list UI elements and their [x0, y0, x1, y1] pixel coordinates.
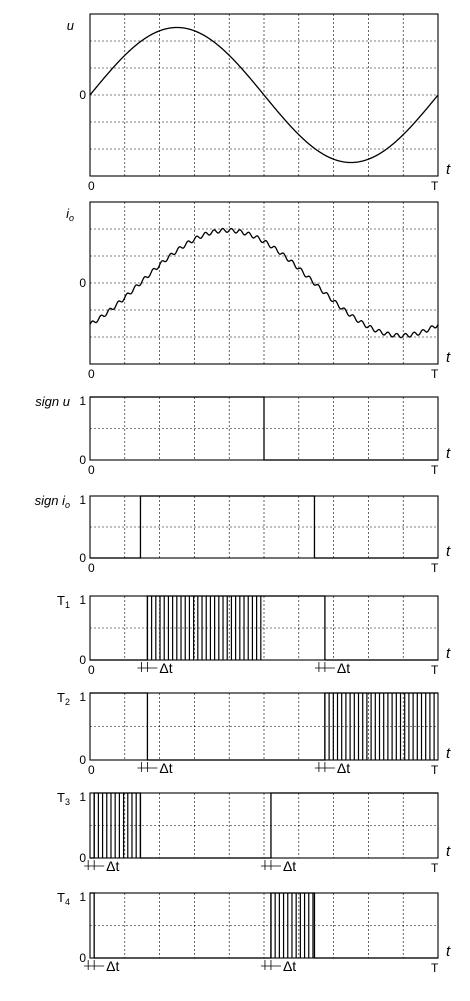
- y-zero-label: 0: [79, 88, 86, 102]
- delta-marker-T4-0: Δt: [84, 958, 120, 974]
- x-end-label: T: [431, 663, 439, 677]
- x-start-label: 0: [88, 463, 95, 477]
- delta-label: Δt: [283, 958, 296, 974]
- y-zero-label: 0: [79, 951, 86, 965]
- y-zero-label: 0: [79, 276, 86, 290]
- x-start-label: 0: [88, 663, 95, 677]
- y-axis-label: T2: [57, 690, 70, 707]
- panel-T2: T2 1 00 Tt Δt Δt: [57, 690, 451, 777]
- x-end-label: T: [431, 179, 439, 193]
- pwm-burst-T2-0: [324, 693, 435, 760]
- x-axis-label: t: [446, 349, 451, 366]
- y-axis-label: io: [66, 206, 74, 223]
- grid-io: [90, 202, 438, 364]
- panel-T1: T1 1 00 Tt Δt Δt: [57, 593, 451, 677]
- y-one-label: 1: [79, 690, 86, 704]
- panel-sign-io: sign io 1 00 Tt: [35, 493, 451, 575]
- pwm-burst-T3-0: [93, 793, 141, 858]
- y-zero-label: 0: [79, 551, 86, 565]
- x-end-label: T: [431, 861, 439, 875]
- x-axis-label: t: [446, 161, 451, 178]
- grid-T2: [90, 693, 438, 760]
- delta-marker-T1-1: Δt: [314, 660, 350, 676]
- panel-u: u 0 0 Tt: [67, 13, 451, 193]
- series-line-u: [89, 26, 439, 164]
- delta-label: Δt: [106, 958, 119, 974]
- y-one-label: 1: [79, 493, 86, 507]
- y-one-label: 1: [79, 790, 86, 804]
- x-axis-label: t: [446, 745, 451, 762]
- x-start-label: 0: [88, 367, 95, 381]
- plot-frame-io: [89, 201, 439, 365]
- y-zero-label: 0: [79, 653, 86, 667]
- x-start-label: 0: [88, 179, 95, 193]
- x-axis-label: t: [446, 543, 451, 560]
- x-axis-label: t: [446, 445, 451, 462]
- grid-T3: [90, 793, 438, 858]
- delta-marker-T2-1: Δt: [314, 760, 350, 776]
- pwm-burst-T1-0: [146, 596, 262, 660]
- step-line-sign-io: [90, 495, 438, 559]
- panel-T3: T3 1 0 Tt Δt Δt: [57, 790, 451, 875]
- x-axis-label: t: [446, 943, 451, 960]
- x-end-label: T: [431, 367, 439, 381]
- panel-T4: T4 1 0 Tt Δt Δt: [57, 890, 451, 975]
- step-line-T2: [90, 692, 438, 761]
- y-axis-label: T4: [57, 890, 70, 907]
- x-axis-label: t: [446, 843, 451, 860]
- x-end-label: T: [431, 763, 439, 777]
- panel-sign-u: sign u 1 00 Tt: [35, 394, 451, 477]
- x-end-label: T: [431, 561, 439, 575]
- y-axis-label: T1: [57, 593, 70, 610]
- y-axis-label: u: [67, 18, 74, 33]
- delta-label: Δt: [283, 858, 296, 874]
- pwm-burst-T4-0: [270, 893, 314, 958]
- x-end-label: T: [431, 463, 439, 477]
- y-zero-label: 0: [79, 453, 86, 467]
- panel-io: io 0 0 Tt: [66, 201, 451, 381]
- delta-label: Δt: [337, 660, 350, 676]
- y-axis-label: sign io: [35, 493, 70, 510]
- y-axis-label: T3: [57, 790, 70, 807]
- delta-marker-T2-0: Δt: [137, 760, 173, 776]
- x-end-label: T: [431, 961, 439, 975]
- delta-marker-T3-1: Δt: [260, 858, 296, 874]
- series-line-io: [89, 227, 439, 339]
- grid-T4: [90, 893, 438, 958]
- delta-label: Δt: [159, 760, 172, 776]
- delta-label: Δt: [106, 858, 119, 874]
- grid-T1: [90, 596, 438, 660]
- y-one-label: 1: [79, 593, 86, 607]
- x-start-label: 0: [88, 763, 95, 777]
- step-line-sign-u: [90, 396, 438, 461]
- x-start-label: 0: [88, 561, 95, 575]
- delta-marker-T1-0: Δt: [137, 660, 173, 676]
- grid-sign-io: [90, 496, 438, 558]
- y-axis-label: sign u: [35, 394, 70, 409]
- x-axis-label: t: [446, 645, 451, 662]
- delta-label: Δt: [159, 660, 172, 676]
- y-one-label: 1: [79, 394, 86, 408]
- delta-label: Δt: [337, 760, 350, 776]
- y-zero-label: 0: [79, 851, 86, 865]
- y-one-label: 1: [79, 890, 86, 904]
- y-zero-label: 0: [79, 753, 86, 767]
- delta-marker-T3-0: Δt: [84, 858, 120, 874]
- delta-marker-T4-1: Δt: [260, 958, 296, 974]
